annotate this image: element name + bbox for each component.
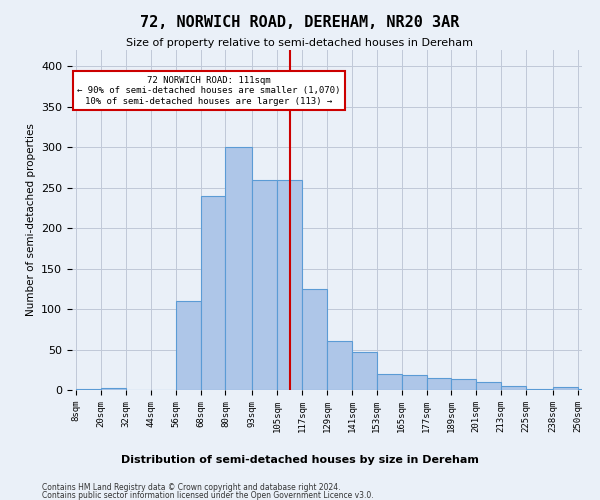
Bar bbox=[101, 388, 126, 390]
Bar bbox=[76, 389, 101, 390]
Bar bbox=[352, 352, 377, 390]
Text: Contains HM Land Registry data © Crown copyright and database right 2024.: Contains HM Land Registry data © Crown c… bbox=[42, 482, 341, 492]
Bar bbox=[501, 386, 526, 390]
Bar bbox=[200, 196, 226, 390]
Bar bbox=[476, 382, 501, 390]
Bar bbox=[401, 376, 427, 390]
Bar bbox=[277, 180, 302, 390]
Text: Distribution of semi-detached houses by size in Dereham: Distribution of semi-detached houses by … bbox=[121, 455, 479, 465]
Text: Contains public sector information licensed under the Open Government Licence v3: Contains public sector information licen… bbox=[42, 491, 374, 500]
Bar bbox=[451, 378, 476, 390]
Bar bbox=[253, 180, 277, 390]
Bar bbox=[427, 378, 451, 390]
Bar bbox=[578, 389, 600, 390]
Text: Size of property relative to semi-detached houses in Dereham: Size of property relative to semi-detach… bbox=[127, 38, 473, 48]
Text: 72, NORWICH ROAD, DEREHAM, NR20 3AR: 72, NORWICH ROAD, DEREHAM, NR20 3AR bbox=[140, 15, 460, 30]
Bar bbox=[377, 374, 401, 390]
Bar bbox=[327, 342, 352, 390]
Bar bbox=[226, 147, 253, 390]
Bar bbox=[553, 387, 578, 390]
Bar bbox=[526, 389, 553, 390]
Bar bbox=[302, 289, 327, 390]
Y-axis label: Number of semi-detached properties: Number of semi-detached properties bbox=[26, 124, 35, 316]
Bar bbox=[176, 301, 200, 390]
Text: 72 NORWICH ROAD: 111sqm
← 90% of semi-detached houses are smaller (1,070)
10% of: 72 NORWICH ROAD: 111sqm ← 90% of semi-de… bbox=[77, 76, 341, 106]
